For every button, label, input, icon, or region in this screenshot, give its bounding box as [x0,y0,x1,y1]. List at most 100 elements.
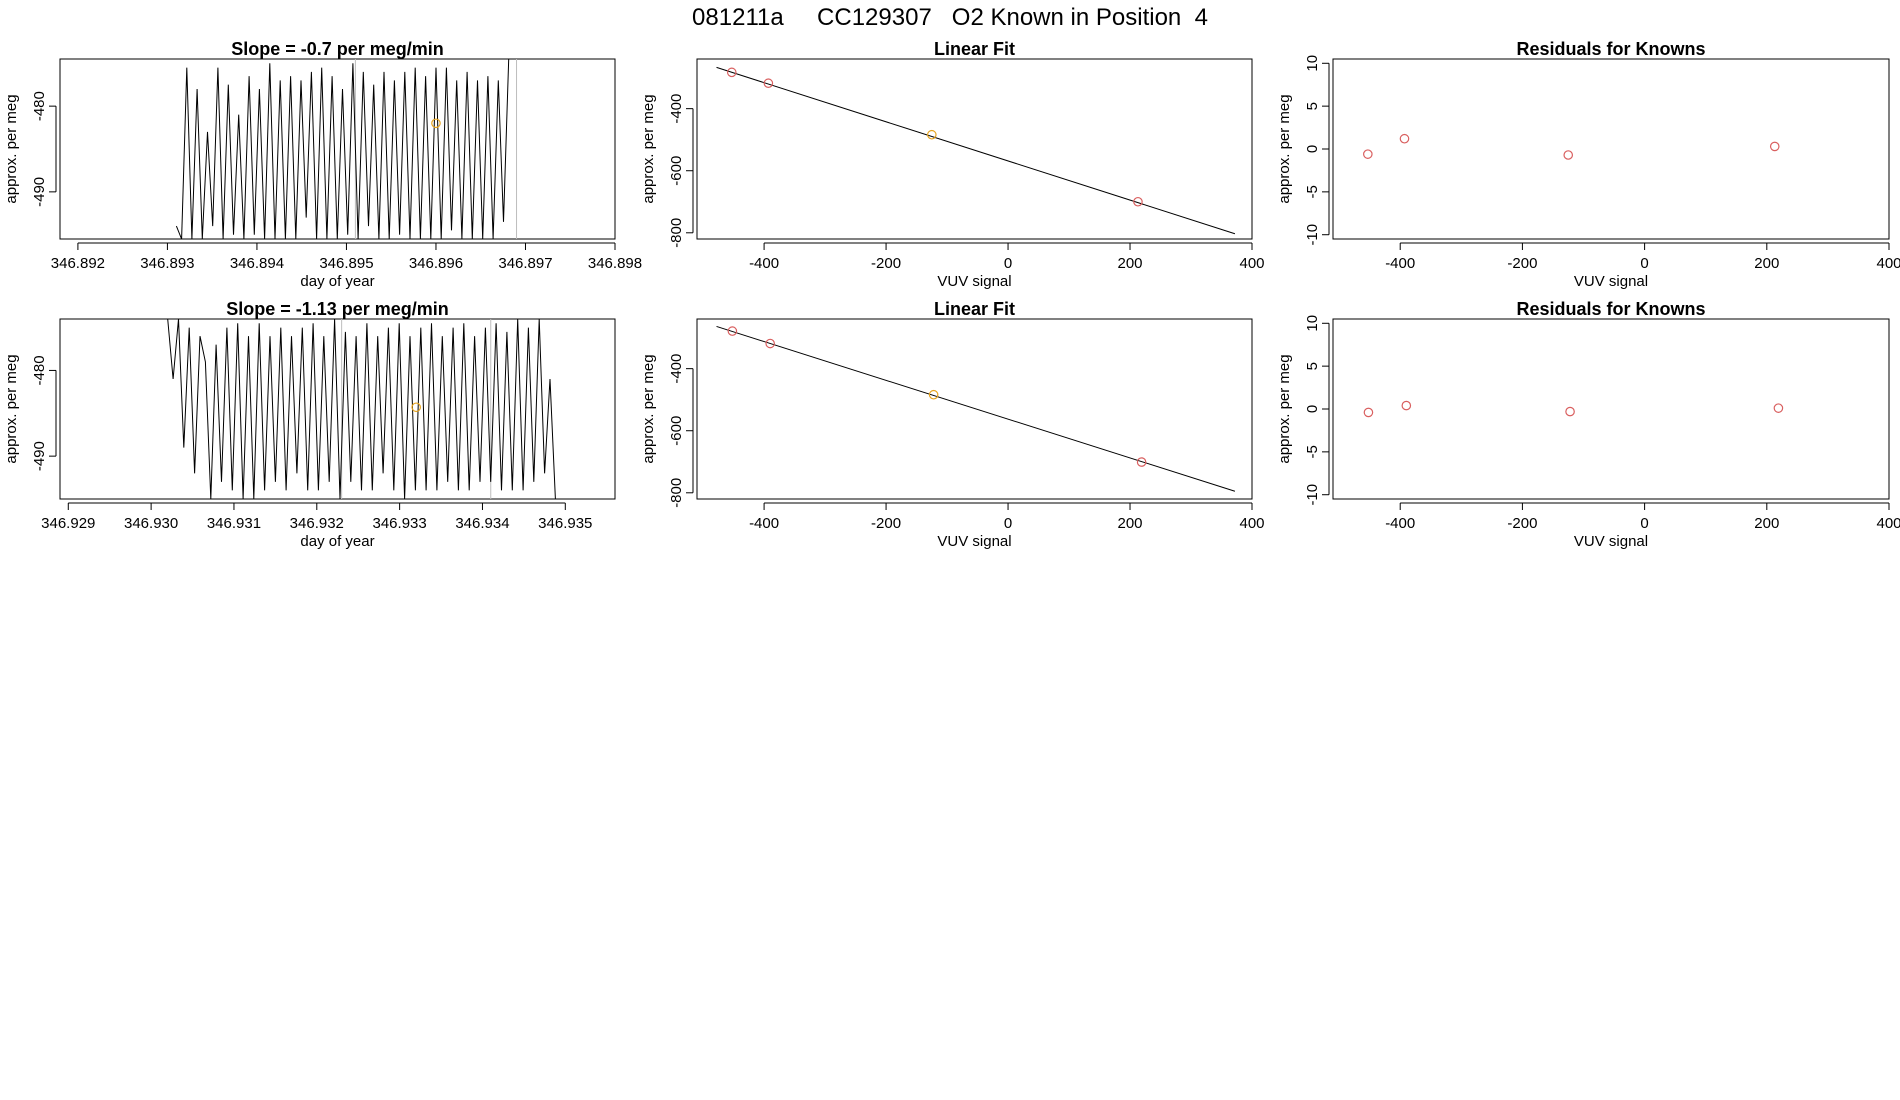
data-point [1563,150,1574,160]
x-tick-label: 200 [1118,515,1143,532]
y-axis-label: approx. per meg [1276,94,1293,203]
x-tick-label: -200 [1507,255,1537,272]
plot-area [716,325,1236,492]
y-axis-label: approx. per meg [3,94,20,203]
chart-panel-residuals-2: Residuals for Knowns -400 -200 0 200 400 VUV s… [1276,299,1900,550]
x-tick-label: 346.895 [319,255,373,272]
chart-panel-residuals-1: Residuals for Knowns -400 -200 0 200 400 VUV s… [1276,39,1900,290]
y-tick-label: -400 [668,94,685,124]
chart-panel-time-series-2: Slope = -1.13 per meg/min 346.929 346.930 3… [3,299,616,550]
data-point [1363,407,1374,418]
x-tick-label: -200 [1507,515,1537,532]
x-tick-label: -200 [871,255,901,272]
y-tick-label: 10 [1304,315,1321,332]
data-point [411,402,421,413]
plot-area [167,319,556,499]
data-point [1769,141,1780,152]
y-tick-label: -400 [668,354,685,384]
data-point [927,129,937,140]
x-tick-label: 0 [1004,515,1012,532]
plot-frame [1332,58,1890,240]
data-point [1773,403,1784,413]
series-line [175,59,510,239]
y-axis-label: approx. per meg [1276,354,1293,463]
x-tick-label: -400 [749,515,779,532]
plot-frame [59,318,616,500]
y-tick-label: 0 [1304,145,1321,153]
y-tick-label: -480 [31,355,48,385]
data-point [431,118,441,129]
y-tick-label: 0 [1304,405,1321,413]
x-tick-label: 346.930 [124,515,178,532]
chart-title: Linear Fit [934,39,1015,59]
y-tick-label: 10 [1304,55,1321,72]
y-axis-label: approx. per meg [640,94,657,203]
data-point [1565,406,1575,417]
x-tick-label: 400 [1239,515,1264,532]
x-axis-label: VUV signal [1574,533,1648,550]
chart-panel-linear-fit-2: Linear Fit -400 -200 0 200 400 VUV signal -400 -… [640,299,1265,550]
y-tick-label: -10 [1304,484,1321,506]
x-tick-label: 346.893 [140,255,194,272]
chart-title: Slope = -1.13 per meg/min [226,299,449,319]
y-tick-label: -5 [1304,185,1321,198]
y-axis-label: approx. per meg [3,354,20,463]
x-tick-label: 0 [1640,515,1648,532]
x-tick-label: 346.894 [230,255,284,272]
x-tick-label: 346.896 [409,255,463,272]
x-tick-label: -200 [871,515,901,532]
y-tick-label: -480 [31,91,48,121]
data-point [1136,457,1147,467]
chart-panel-linear-fit-1: Linear Fit -400 -200 0 200 400 VUV signal -400 -… [640,39,1265,290]
x-axis-label: VUV signal [1574,273,1648,290]
y-tick-label: -5 [1304,445,1321,458]
x-tick-label: -400 [1385,515,1415,532]
x-tick-label: 346.897 [498,255,552,272]
x-axis-label: VUV signal [937,273,1011,290]
x-axis-label: day of year [300,533,374,550]
x-axis-label: VUV signal [937,533,1011,550]
chart-panel-time-series-1: Slope = -0.7 per meg/min 346.892 346.893 34… [3,39,642,290]
y-axis-label: approx. per meg [640,354,657,463]
data-point [928,389,939,400]
chart-title: Residuals for Knowns [1516,39,1705,59]
x-tick-label: 346.933 [373,515,427,532]
y-tick-label: 5 [1304,102,1321,110]
data-point [726,67,737,78]
chart-title: Residuals for Knowns [1516,299,1705,319]
y-tick-label: -490 [31,177,48,207]
data-point [1399,133,1410,144]
x-tick-label: 400 [1239,255,1264,272]
x-tick-label: 400 [1876,515,1900,532]
plot-frame [59,58,616,240]
y-tick-label: -10 [1304,224,1321,246]
x-tick-label: 346.931 [207,515,261,532]
x-tick-label: 0 [1004,255,1012,272]
y-tick-label: -800 [668,218,685,248]
y-tick-label: -600 [668,156,685,186]
x-tick-label: 0 [1640,255,1648,272]
data-point [1133,196,1143,207]
x-tick-label: 200 [1754,515,1779,532]
plot-area [1363,400,1784,418]
plot-frame [1332,318,1890,500]
x-tick-label: 400 [1876,255,1900,272]
plot-frame [696,318,1253,500]
data-point [727,326,738,336]
x-tick-label: 346.892 [51,255,105,272]
x-tick-label: -400 [1385,255,1415,272]
x-tick-label: 346.935 [538,515,592,532]
y-tick-label: 5 [1304,362,1321,370]
x-tick-label: 200 [1118,255,1143,272]
series-line [167,319,556,499]
chart-title: Slope = -0.7 per meg/min [231,39,444,59]
x-tick-label: 346.898 [588,255,642,272]
plot-area [1363,133,1780,160]
data-point [1363,149,1373,159]
chart-title: Linear Fit [934,299,1015,319]
x-tick-label: 346.929 [41,515,95,532]
plot-area [175,59,518,239]
x-tick-label: 346.934 [455,515,509,532]
data-point [763,78,774,89]
